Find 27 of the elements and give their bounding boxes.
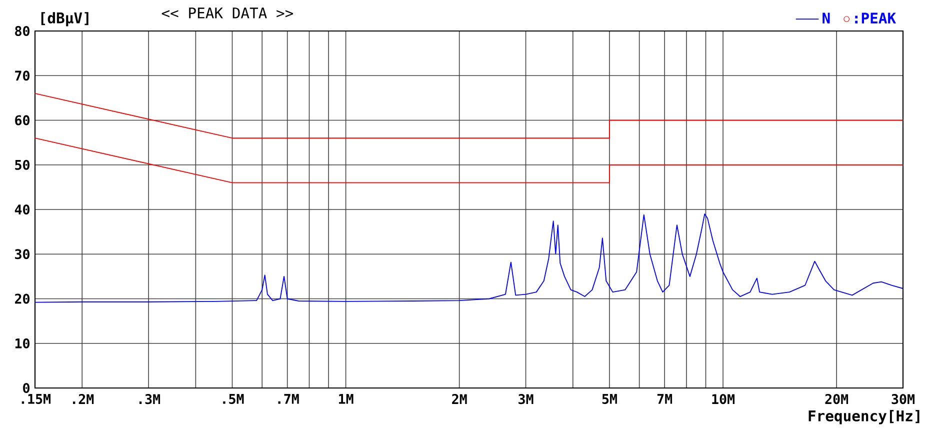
x-tick-label: 7M bbox=[657, 394, 672, 404]
y-tick-label: 20 bbox=[14, 294, 30, 304]
legend-label: :PEAK bbox=[855, 12, 896, 24]
x-tick-label: .5M bbox=[223, 394, 244, 404]
x-axis-title: Frequency[Hz] bbox=[808, 410, 920, 424]
x-tick-label: 10M bbox=[712, 394, 734, 404]
y-tick-label: 70 bbox=[15, 70, 30, 81]
x-tick-label: .3M bbox=[139, 394, 160, 404]
x-tick-label: 1M bbox=[339, 394, 354, 404]
x-tick-label: .7M bbox=[278, 394, 299, 404]
x-tick-label: 2M bbox=[452, 394, 467, 404]
legend-label: N bbox=[822, 12, 830, 24]
x-tick-label: 30M bbox=[892, 394, 914, 404]
y-tick-label: 50 bbox=[15, 160, 30, 170]
y-tick-label: 60 bbox=[15, 115, 30, 126]
x-tick-label: 5M bbox=[602, 394, 617, 404]
x-tick-label: .2M bbox=[73, 394, 94, 404]
chart-title: << PEAK DATA >> bbox=[162, 8, 294, 18]
y-axis-title: [dBμV] bbox=[41, 12, 88, 26]
y-tick-label: 80 bbox=[15, 26, 30, 36]
y-tick-label: 30 bbox=[15, 249, 30, 260]
x-tick-label: 3M bbox=[518, 394, 534, 404]
y-tick-label: 40 bbox=[14, 204, 30, 215]
x-tick-label: 20M bbox=[825, 394, 848, 404]
x-tick-label: .15M bbox=[22, 394, 50, 404]
y-tick-label: 10 bbox=[15, 338, 30, 348]
y-tick-label: 0 bbox=[23, 382, 30, 394]
